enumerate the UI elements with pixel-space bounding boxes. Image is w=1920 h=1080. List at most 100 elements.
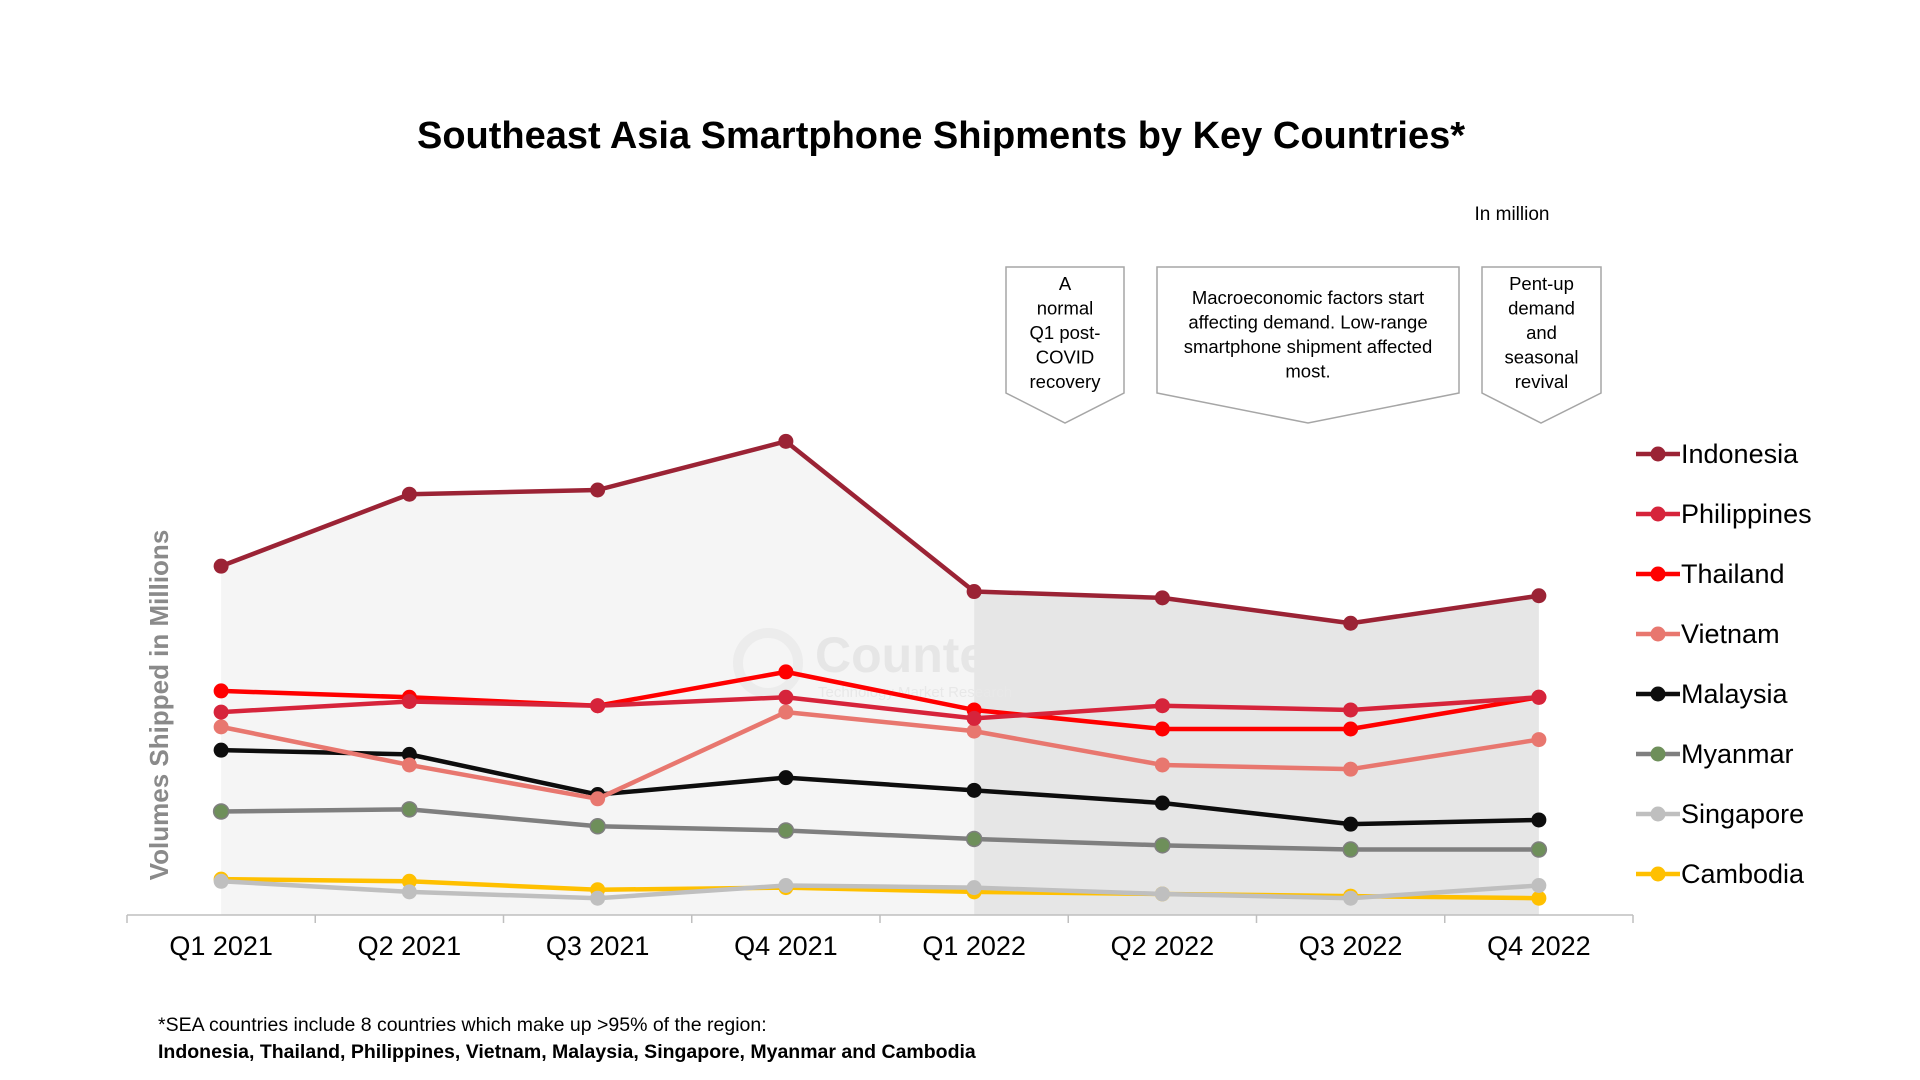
series-myanmar <box>212 801 1548 858</box>
data-point-thailand <box>213 683 229 699</box>
data-point-thailand <box>1343 721 1359 737</box>
x-tick-label: Q4 2022 <box>1487 931 1591 961</box>
data-point-thailand <box>1154 721 1170 737</box>
legend-label: Philippines <box>1681 499 1812 529</box>
series-line-vietnam <box>218 709 1542 802</box>
callout-2: Macroeconomic factors start affecting dem… <box>1156 266 1460 424</box>
legend-item-vietnam: Vietnam <box>1636 619 1780 649</box>
data-point-indonesia <box>401 486 417 502</box>
data-point-singapore <box>966 880 982 896</box>
legend-marker <box>1650 866 1666 882</box>
data-point-philippines <box>213 704 229 720</box>
legend-label: Malaysia <box>1681 679 1789 709</box>
legend-item-indonesia: Indonesia <box>1636 439 1799 469</box>
legend-item-philippines: Philippines <box>1636 499 1812 529</box>
legend-marker <box>1650 626 1666 642</box>
data-point-thailand <box>778 664 794 680</box>
data-point-indonesia <box>1343 615 1359 631</box>
data-point-vietnam <box>213 719 229 735</box>
data-point-singapore <box>401 884 417 900</box>
data-point-myanmar <box>1342 841 1359 858</box>
data-point-malaysia <box>1154 795 1170 811</box>
legend: Indonesia Philippines Thailand Vietnam Malay… <box>1636 439 1812 889</box>
data-point-singapore <box>1343 890 1359 906</box>
series-vietnam <box>213 704 1547 807</box>
data-point-philippines <box>1343 702 1359 718</box>
legend-label: Cambodia <box>1681 859 1805 889</box>
footnote-line-1: *SEA countries include 8 countries which… <box>158 1014 767 1036</box>
chart-title: Southeast Asia Smartphone Shipments by K… <box>417 115 1465 157</box>
watermark: Counterpoint Technology Market Research <box>733 627 1129 701</box>
series-line-philippines <box>218 695 1542 721</box>
watermark-logo-icon <box>733 628 803 698</box>
series-singapore <box>213 873 1547 906</box>
data-point-philippines <box>966 710 982 726</box>
data-point-singapore <box>1154 886 1170 902</box>
data-point-singapore <box>213 873 229 889</box>
data-point-vietnam <box>778 704 794 720</box>
data-point-myanmar <box>965 830 983 848</box>
series-lines <box>212 433 1548 906</box>
x-tick-label: Q2 2021 <box>358 931 462 961</box>
data-point-vietnam <box>1531 732 1547 748</box>
x-tick-label: Q1 2022 <box>922 931 1026 961</box>
series-malaysia <box>213 742 1547 832</box>
legend-label: Vietnam <box>1681 619 1780 649</box>
y-axis-label: Volumes Shipped in Millions <box>144 530 174 881</box>
data-point-vietnam <box>1154 757 1170 773</box>
footnote-line-2: Indonesia, Thailand, Philippines, Vietna… <box>158 1041 976 1063</box>
callout-box <box>1156 266 1460 424</box>
data-point-philippines <box>1531 689 1547 705</box>
footnote: *SEA countries include 8 countries which… <box>158 1012 976 1066</box>
legend-item-thailand: Thailand <box>1636 559 1785 589</box>
series-line-indonesia <box>218 439 1542 626</box>
shaded-area-2021 <box>221 441 975 915</box>
callout-box <box>1005 266 1125 424</box>
data-point-malaysia <box>213 742 229 758</box>
data-point-philippines <box>401 694 417 709</box>
data-point-myanmar <box>212 803 230 820</box>
x-tick-label: Q3 2021 <box>546 931 650 961</box>
data-point-vietnam <box>1343 761 1359 777</box>
legend-label: Indonesia <box>1681 439 1799 469</box>
series-philippines <box>213 689 1547 726</box>
shaded-areas <box>221 441 1539 915</box>
data-point-indonesia <box>213 558 229 574</box>
data-point-singapore <box>1531 878 1547 894</box>
x-axis: Q1 2021 Q2 2021 Q3 2021 Q4 2021 Q1 2022 Q2 20… <box>126 914 1634 961</box>
data-point-philippines <box>778 689 794 705</box>
data-point-myanmar <box>589 818 606 835</box>
legend-marker <box>1650 446 1666 462</box>
unit-note: In million <box>1475 204 1550 225</box>
series-indonesia <box>213 433 1547 631</box>
x-tick-label: Q3 2022 <box>1299 931 1403 961</box>
series-line-malaysia <box>218 747 1542 827</box>
series-line-singapore <box>218 879 1542 901</box>
data-point-philippines <box>590 698 606 714</box>
legend-item-myanmar: Myanmar <box>1636 739 1794 769</box>
data-point-myanmar <box>777 822 795 839</box>
legend-label: Thailand <box>1681 559 1785 589</box>
legend-item-malaysia: Malaysia <box>1636 679 1789 709</box>
legend-label: Singapore <box>1681 799 1804 829</box>
callout-box <box>1481 266 1602 424</box>
x-tick-label: Q4 2021 <box>734 931 838 961</box>
data-point-indonesia <box>590 482 606 498</box>
legend-marker <box>1650 566 1666 582</box>
data-point-vietnam <box>401 757 417 773</box>
data-point-philippines <box>1154 698 1170 714</box>
data-point-malaysia <box>966 782 982 798</box>
data-point-vietnam <box>590 791 606 807</box>
data-point-malaysia <box>1531 812 1547 828</box>
data-point-myanmar <box>1154 837 1171 854</box>
shaded-area-2022 <box>974 591 1539 915</box>
data-point-malaysia <box>401 746 417 762</box>
data-point-singapore <box>590 890 606 906</box>
data-point-myanmar <box>401 801 418 818</box>
data-point-indonesia <box>966 584 982 600</box>
legend-item-cambodia: Cambodia <box>1636 859 1805 889</box>
data-point-indonesia <box>1531 588 1547 604</box>
data-point-myanmar <box>1530 841 1548 858</box>
